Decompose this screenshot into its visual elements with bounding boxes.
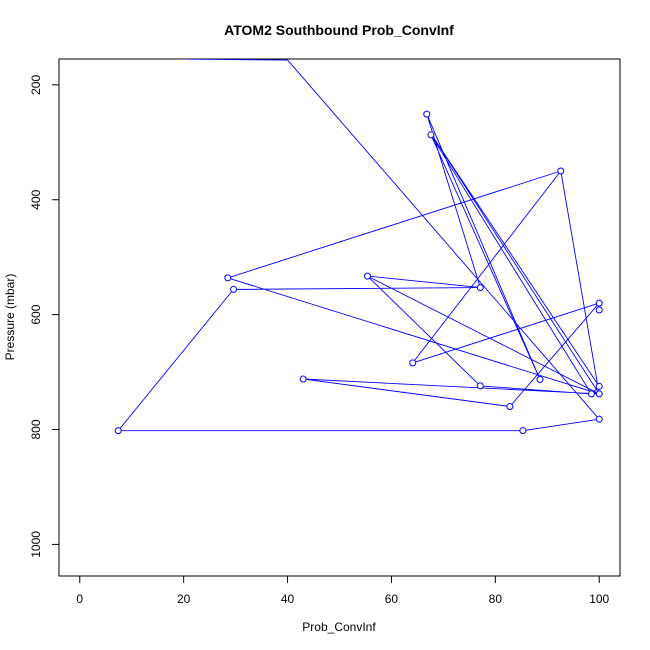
x-tick-label: 80 [489, 592, 503, 606]
data-point [506, 403, 514, 411]
x-tick-label: 40 [281, 592, 295, 606]
x-axis-label: Prob_ConvInf [302, 620, 376, 634]
x-tick-label: 20 [177, 592, 191, 606]
data-point [230, 285, 238, 293]
data-point [595, 415, 603, 423]
data-point [476, 382, 484, 390]
data-point [536, 376, 544, 384]
x-tick-label: 60 [385, 592, 399, 606]
plot-area [114, 59, 603, 435]
chart-title: ATOM2 Southbound Prob_ConvInf [224, 22, 454, 38]
y-tick-label: 1000 [29, 531, 43, 558]
data-point [224, 274, 232, 282]
data-point [423, 110, 431, 118]
series-line [117, 59, 600, 432]
y-axis-label: Pressure (mbar) [3, 274, 17, 361]
y-tick-label: 600 [29, 304, 43, 324]
data-point [557, 167, 565, 175]
data-point [364, 272, 372, 280]
y-tick-label: 800 [29, 419, 43, 439]
data-point [114, 427, 122, 435]
data-point [476, 284, 484, 292]
x-axis: 0 20 40 60 80 100 [76, 575, 610, 606]
y-tick-label: 400 [29, 189, 43, 209]
data-point [595, 306, 603, 314]
x-tick-label: 0 [76, 592, 83, 606]
data-point [595, 299, 603, 307]
data-point [519, 427, 527, 435]
data-point [409, 359, 417, 367]
x-tick-label: 100 [589, 592, 609, 606]
y-tick-label: 200 [29, 75, 43, 95]
data-point [595, 382, 603, 390]
data-point [595, 390, 603, 398]
data-point [427, 131, 435, 139]
plot-frame [58, 58, 621, 577]
data-point [587, 390, 595, 398]
y-axis: 200 400 600 800 1000 [29, 75, 60, 558]
data-point [299, 375, 307, 383]
